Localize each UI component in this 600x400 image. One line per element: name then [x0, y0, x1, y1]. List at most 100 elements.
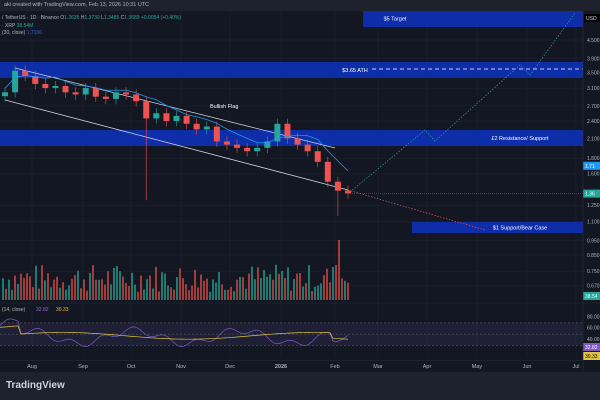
- c-label: C: [120, 15, 125, 21]
- candle-body: [234, 144, 241, 148]
- volume-bar: [197, 287, 199, 300]
- volume-bar: [26, 273, 28, 300]
- support-band-label: $1 Support/Bear Case: [493, 226, 547, 232]
- volume-bar: [41, 265, 43, 300]
- volume-bar: [260, 278, 262, 300]
- volume-bar: [122, 276, 124, 300]
- ma-legend: (30, close) 1.7106: [2, 30, 181, 38]
- rsi-ma-tag-text: 30.33: [585, 354, 598, 360]
- volume-bar: [140, 275, 142, 300]
- volume-bar: [290, 290, 292, 300]
- volume-bar: [311, 291, 313, 300]
- candle-body: [173, 115, 180, 122]
- y-tick-label: 1.800: [587, 156, 600, 162]
- x-tick-label: Jun: [523, 364, 532, 370]
- volume-bar: [275, 264, 277, 300]
- price-chart[interactable]: 4.500 3.900 3.500 3.100 2.700 2.400 2.100 1.800…: [0, 11, 600, 372]
- y-tick-label: 0.850: [587, 253, 600, 259]
- candle-body: [143, 101, 150, 119]
- volume-bar: [242, 277, 244, 300]
- volume-bar: [185, 284, 187, 300]
- y-tick-label: 1.600: [587, 171, 600, 177]
- open: 1.3635: [64, 15, 80, 21]
- volume-bar: [326, 268, 328, 300]
- volume-bar: [119, 271, 121, 300]
- candle-body: [112, 92, 119, 99]
- volume-bar: [149, 275, 151, 300]
- volume-bar: [152, 288, 154, 300]
- change: +0.0054 (+0.40%): [140, 15, 181, 21]
- y-tick-label: 3.900: [587, 56, 600, 62]
- volume-bar: [323, 275, 325, 300]
- resistance-band: [0, 130, 583, 146]
- volume-bar: [104, 284, 106, 300]
- chart-header: aki created with TradingView.com, Feb 13…: [0, 0, 600, 11]
- volume-value: 38.54M: [16, 22, 34, 29]
- volume-bar: [134, 284, 136, 300]
- volume-bar: [2, 278, 4, 300]
- x-tick-label: May: [472, 364, 483, 370]
- volume-bar: [284, 277, 286, 300]
- candle-body: [133, 94, 140, 102]
- volume-bar: [224, 289, 226, 300]
- currency-label-bg: [584, 14, 600, 22]
- candle-body: [102, 96, 109, 99]
- x-tick-label: Apr: [423, 364, 432, 370]
- l-label: L: [101, 15, 104, 21]
- rsi-legend-label: (14, close): [2, 307, 26, 313]
- last-price-tag-text: 1.36: [585, 192, 595, 198]
- volume-bar: [47, 273, 49, 300]
- candle-body: [264, 141, 271, 148]
- rsi-band: [0, 322, 583, 346]
- volume-bar: [116, 266, 118, 300]
- volume-bar: [146, 279, 148, 300]
- rsi-tag: [583, 343, 600, 351]
- volume-bar: [347, 282, 349, 300]
- currency-label: USD: [586, 16, 597, 22]
- volume-bar: [230, 286, 232, 300]
- volume-bar: [332, 266, 334, 300]
- y-tick-label: 1.100: [587, 220, 600, 226]
- ath-band-label: $3.65 ATH: [342, 68, 368, 74]
- volume-bar: [17, 284, 19, 300]
- o-label: O: [60, 15, 65, 21]
- candle-body: [32, 76, 39, 84]
- volume-bar: [98, 279, 100, 300]
- channel-upper-line: [14, 67, 336, 149]
- y-tick-label: 0.670: [587, 284, 600, 290]
- candle-body: [193, 123, 200, 130]
- candle-body: [62, 86, 69, 93]
- y-tick-label: 0.950: [587, 239, 600, 245]
- volume-bar: [305, 283, 307, 300]
- volume-bar: [167, 285, 169, 300]
- candle-body: [244, 147, 251, 152]
- volume-bar: [74, 275, 76, 300]
- support-band: [412, 222, 583, 233]
- candle-body: [274, 123, 281, 142]
- volume-bar: [293, 278, 295, 300]
- volume-bar: [269, 274, 271, 300]
- volume-bar: [227, 289, 229, 300]
- x-tick-label: Oct: [127, 364, 136, 370]
- candle-body: [163, 113, 170, 122]
- volume-bar: [38, 288, 40, 300]
- volume-bar: [20, 273, 22, 300]
- candle-body: [203, 126, 210, 130]
- y-tick-label: 1.250: [587, 203, 600, 209]
- resistance-band-label: £2 Resistance/ Support: [491, 136, 549, 142]
- x-tick-label: Jul: [572, 364, 579, 370]
- candle-body: [334, 181, 341, 191]
- ma-price-tag-text: 1.71: [585, 164, 595, 170]
- close: 1.3689: [124, 15, 140, 21]
- candle-body: [294, 138, 301, 145]
- volume-bar: [281, 270, 283, 300]
- volume-bar: [14, 275, 16, 300]
- bullish-flag-label: Bullish Flag: [210, 104, 238, 110]
- volume-bar: [11, 289, 13, 300]
- author-text: aki created with TradingView.com, Feb 13…: [4, 2, 150, 8]
- volume-bar: [191, 285, 193, 300]
- volume-bar: [80, 288, 82, 300]
- volume-bar: [335, 265, 337, 300]
- target-band-label: $5 Target: [384, 17, 407, 23]
- rsi-tick-label: 60.00: [587, 326, 600, 332]
